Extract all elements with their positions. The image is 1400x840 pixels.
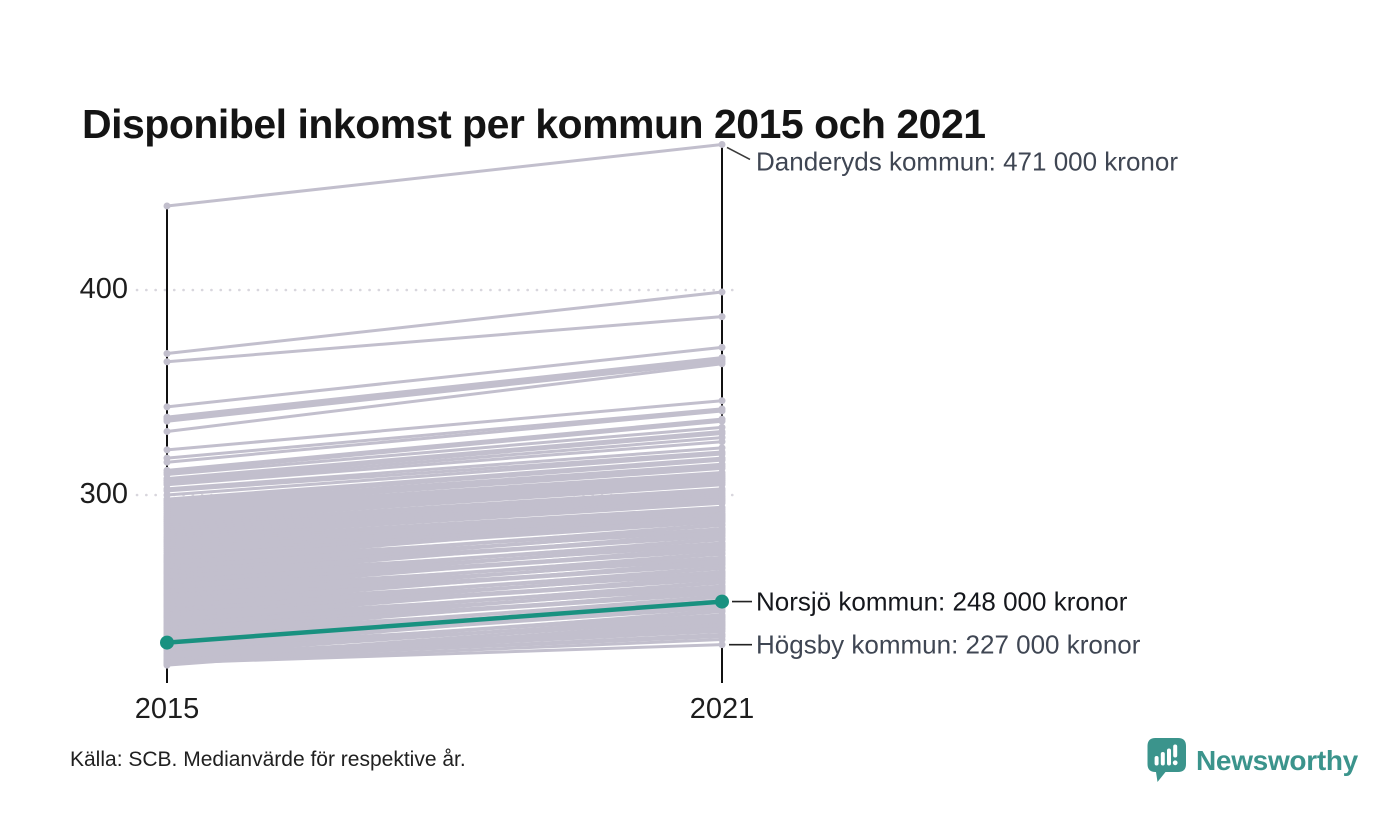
- brand-logo: Newsworthy: [1146, 737, 1358, 784]
- x-axis-label-2015: 2015: [134, 693, 200, 725]
- page-title: Disponibel inkomst per kommun 2015 och 2…: [82, 101, 986, 148]
- annotation-danderyd: Danderyds kommun: 471 000 kronor: [756, 146, 1179, 177]
- annotation-norsjo: Norsjö kommun: 248 000 kronor: [756, 586, 1128, 617]
- newsworthy-icon: [1147, 738, 1186, 782]
- source-note: Källa: SCB. Medianvärde för respektive å…: [70, 748, 466, 771]
- brand-wordmark: Newsworthy: [1196, 744, 1358, 776]
- y-axis-tick-300: 300: [79, 477, 128, 510]
- x-axis-label-2021: 2021: [689, 693, 755, 725]
- annotation-hogsby: Högsby kommun: 227 000 kronor: [756, 629, 1141, 660]
- y-axis-tick-400: 400: [79, 272, 128, 305]
